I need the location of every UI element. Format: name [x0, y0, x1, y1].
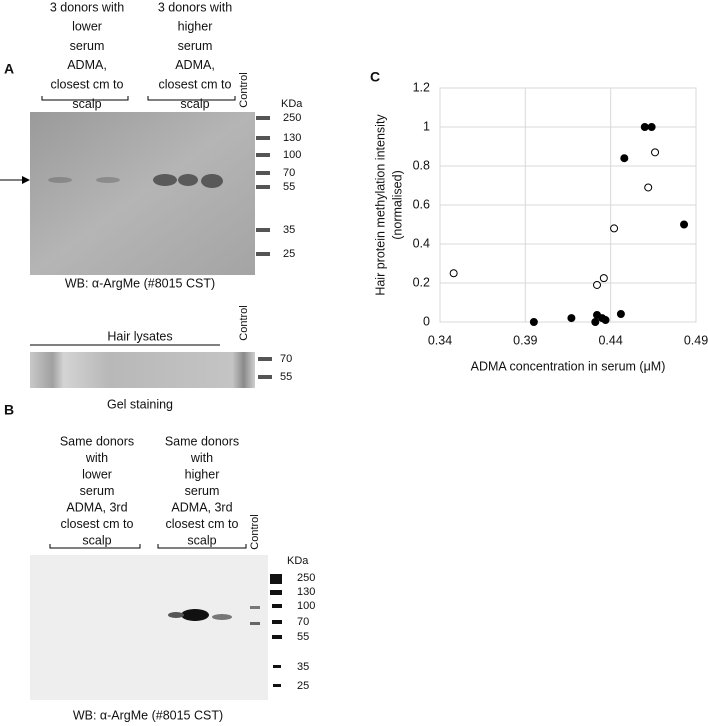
unit-label: KDa — [287, 555, 309, 567]
y-tick-label: 0.2 — [413, 275, 430, 289]
group-label: scalp — [180, 97, 209, 111]
group-label: serum — [178, 39, 213, 53]
group-label: closest cm to — [61, 517, 134, 531]
marker-label: 70 — [297, 616, 309, 628]
data-point — [640, 123, 649, 131]
marker-ladder — [270, 574, 282, 687]
data-point — [593, 280, 602, 289]
arrow-head — [22, 176, 30, 184]
data-point — [449, 269, 458, 278]
group-label: 3 donors with — [158, 0, 232, 14]
control-label: Control — [238, 72, 250, 107]
marker-label: 130 — [297, 586, 315, 598]
group-label: higher — [185, 467, 220, 481]
data-point — [616, 310, 625, 319]
x-tick-label: 0.34 — [428, 333, 452, 347]
control-label: Control — [249, 514, 261, 549]
group-label: with — [85, 451, 108, 465]
group-label: Same donors — [60, 434, 134, 448]
x-axis-title: ADMA concentration in serum (μM) — [471, 359, 666, 373]
unit-label: KDa — [281, 98, 303, 110]
group-label: with — [190, 451, 213, 465]
group-label: Same donors — [165, 434, 239, 448]
marker-label: 100 — [297, 600, 315, 612]
y-axis-title: Hair protein methylation intensity — [373, 114, 387, 296]
marker-ladder — [258, 357, 272, 379]
marker-label: 25 — [297, 680, 309, 692]
panel-label: A — [4, 61, 14, 77]
group-label: closest cm to — [51, 77, 124, 91]
marker-label: 250 — [283, 112, 301, 124]
marker-label: 25 — [283, 248, 295, 260]
marker-label: 35 — [283, 224, 295, 236]
marker-label: 35 — [297, 661, 309, 673]
bracket — [49, 544, 247, 549]
group-label: serum — [70, 39, 105, 53]
group-label: ADMA, — [175, 58, 215, 72]
group-label: ADMA, 3rd — [171, 500, 232, 514]
group-label: serum — [185, 484, 220, 498]
x-tick-label: 0.44 — [598, 333, 622, 347]
data-point — [647, 123, 656, 131]
blot-bands — [48, 174, 223, 188]
marker-label: 55 — [297, 631, 309, 643]
blot-bands — [168, 606, 260, 625]
group-label: Hair lysates — [107, 329, 172, 343]
panel-label: B — [4, 402, 14, 418]
data-point — [610, 224, 619, 233]
marker-label: 55 — [283, 181, 295, 193]
group-label: higher — [178, 20, 213, 34]
data-point — [644, 183, 653, 192]
y-tick-label: 0 — [423, 314, 430, 328]
data-point — [620, 154, 629, 163]
caption: Gel staining — [107, 397, 173, 411]
y-tick-label: 0.4 — [413, 236, 430, 250]
blot-image — [30, 555, 268, 700]
caption: WB: α-ArgMe (#8015 CST) — [65, 276, 215, 290]
y-tick-label: 0.6 — [413, 197, 430, 211]
caption: WB: α-ArgMe (#8015 CST) — [73, 708, 223, 722]
y-tick-label: 1 — [423, 119, 430, 133]
data-point — [651, 148, 660, 157]
blot-image — [30, 112, 255, 275]
group-label: lower — [82, 467, 112, 481]
group-label: serum — [80, 484, 115, 498]
x-tick-label: 0.49 — [684, 333, 708, 347]
panel-label: C — [370, 69, 380, 85]
data-point — [529, 318, 538, 326]
y-axis-title: (normalised) — [390, 170, 404, 239]
marker-label: 55 — [280, 371, 292, 383]
group-label: scalp — [72, 97, 101, 111]
gel-image — [30, 352, 255, 388]
bracket — [41, 96, 236, 101]
group-label: closest cm to — [159, 77, 232, 91]
control-label: Control — [238, 305, 250, 340]
group-label: ADMA, 3rd — [66, 500, 127, 514]
group-label: lower — [72, 20, 102, 34]
marker-label: 100 — [283, 149, 301, 161]
data-point — [567, 314, 576, 323]
x-tick-label: 0.39 — [513, 333, 537, 347]
y-tick-label: 1.2 — [413, 80, 430, 94]
data-point — [599, 274, 608, 283]
data-point — [680, 220, 689, 229]
group-label: scalp — [187, 533, 216, 547]
group-label: closest cm to — [166, 517, 239, 531]
marker-label: 70 — [280, 353, 292, 365]
data-point — [591, 318, 600, 326]
y-tick-label: 0.8 — [413, 158, 430, 172]
marker-label: 130 — [283, 132, 301, 144]
marker-label: 70 — [283, 167, 295, 179]
group-label: 3 donors with — [50, 0, 124, 14]
group-label: scalp — [82, 533, 111, 547]
marker-ladder — [256, 116, 270, 256]
data-point — [601, 316, 610, 325]
group-label: ADMA, — [67, 58, 107, 72]
marker-label: 250 — [297, 572, 315, 584]
